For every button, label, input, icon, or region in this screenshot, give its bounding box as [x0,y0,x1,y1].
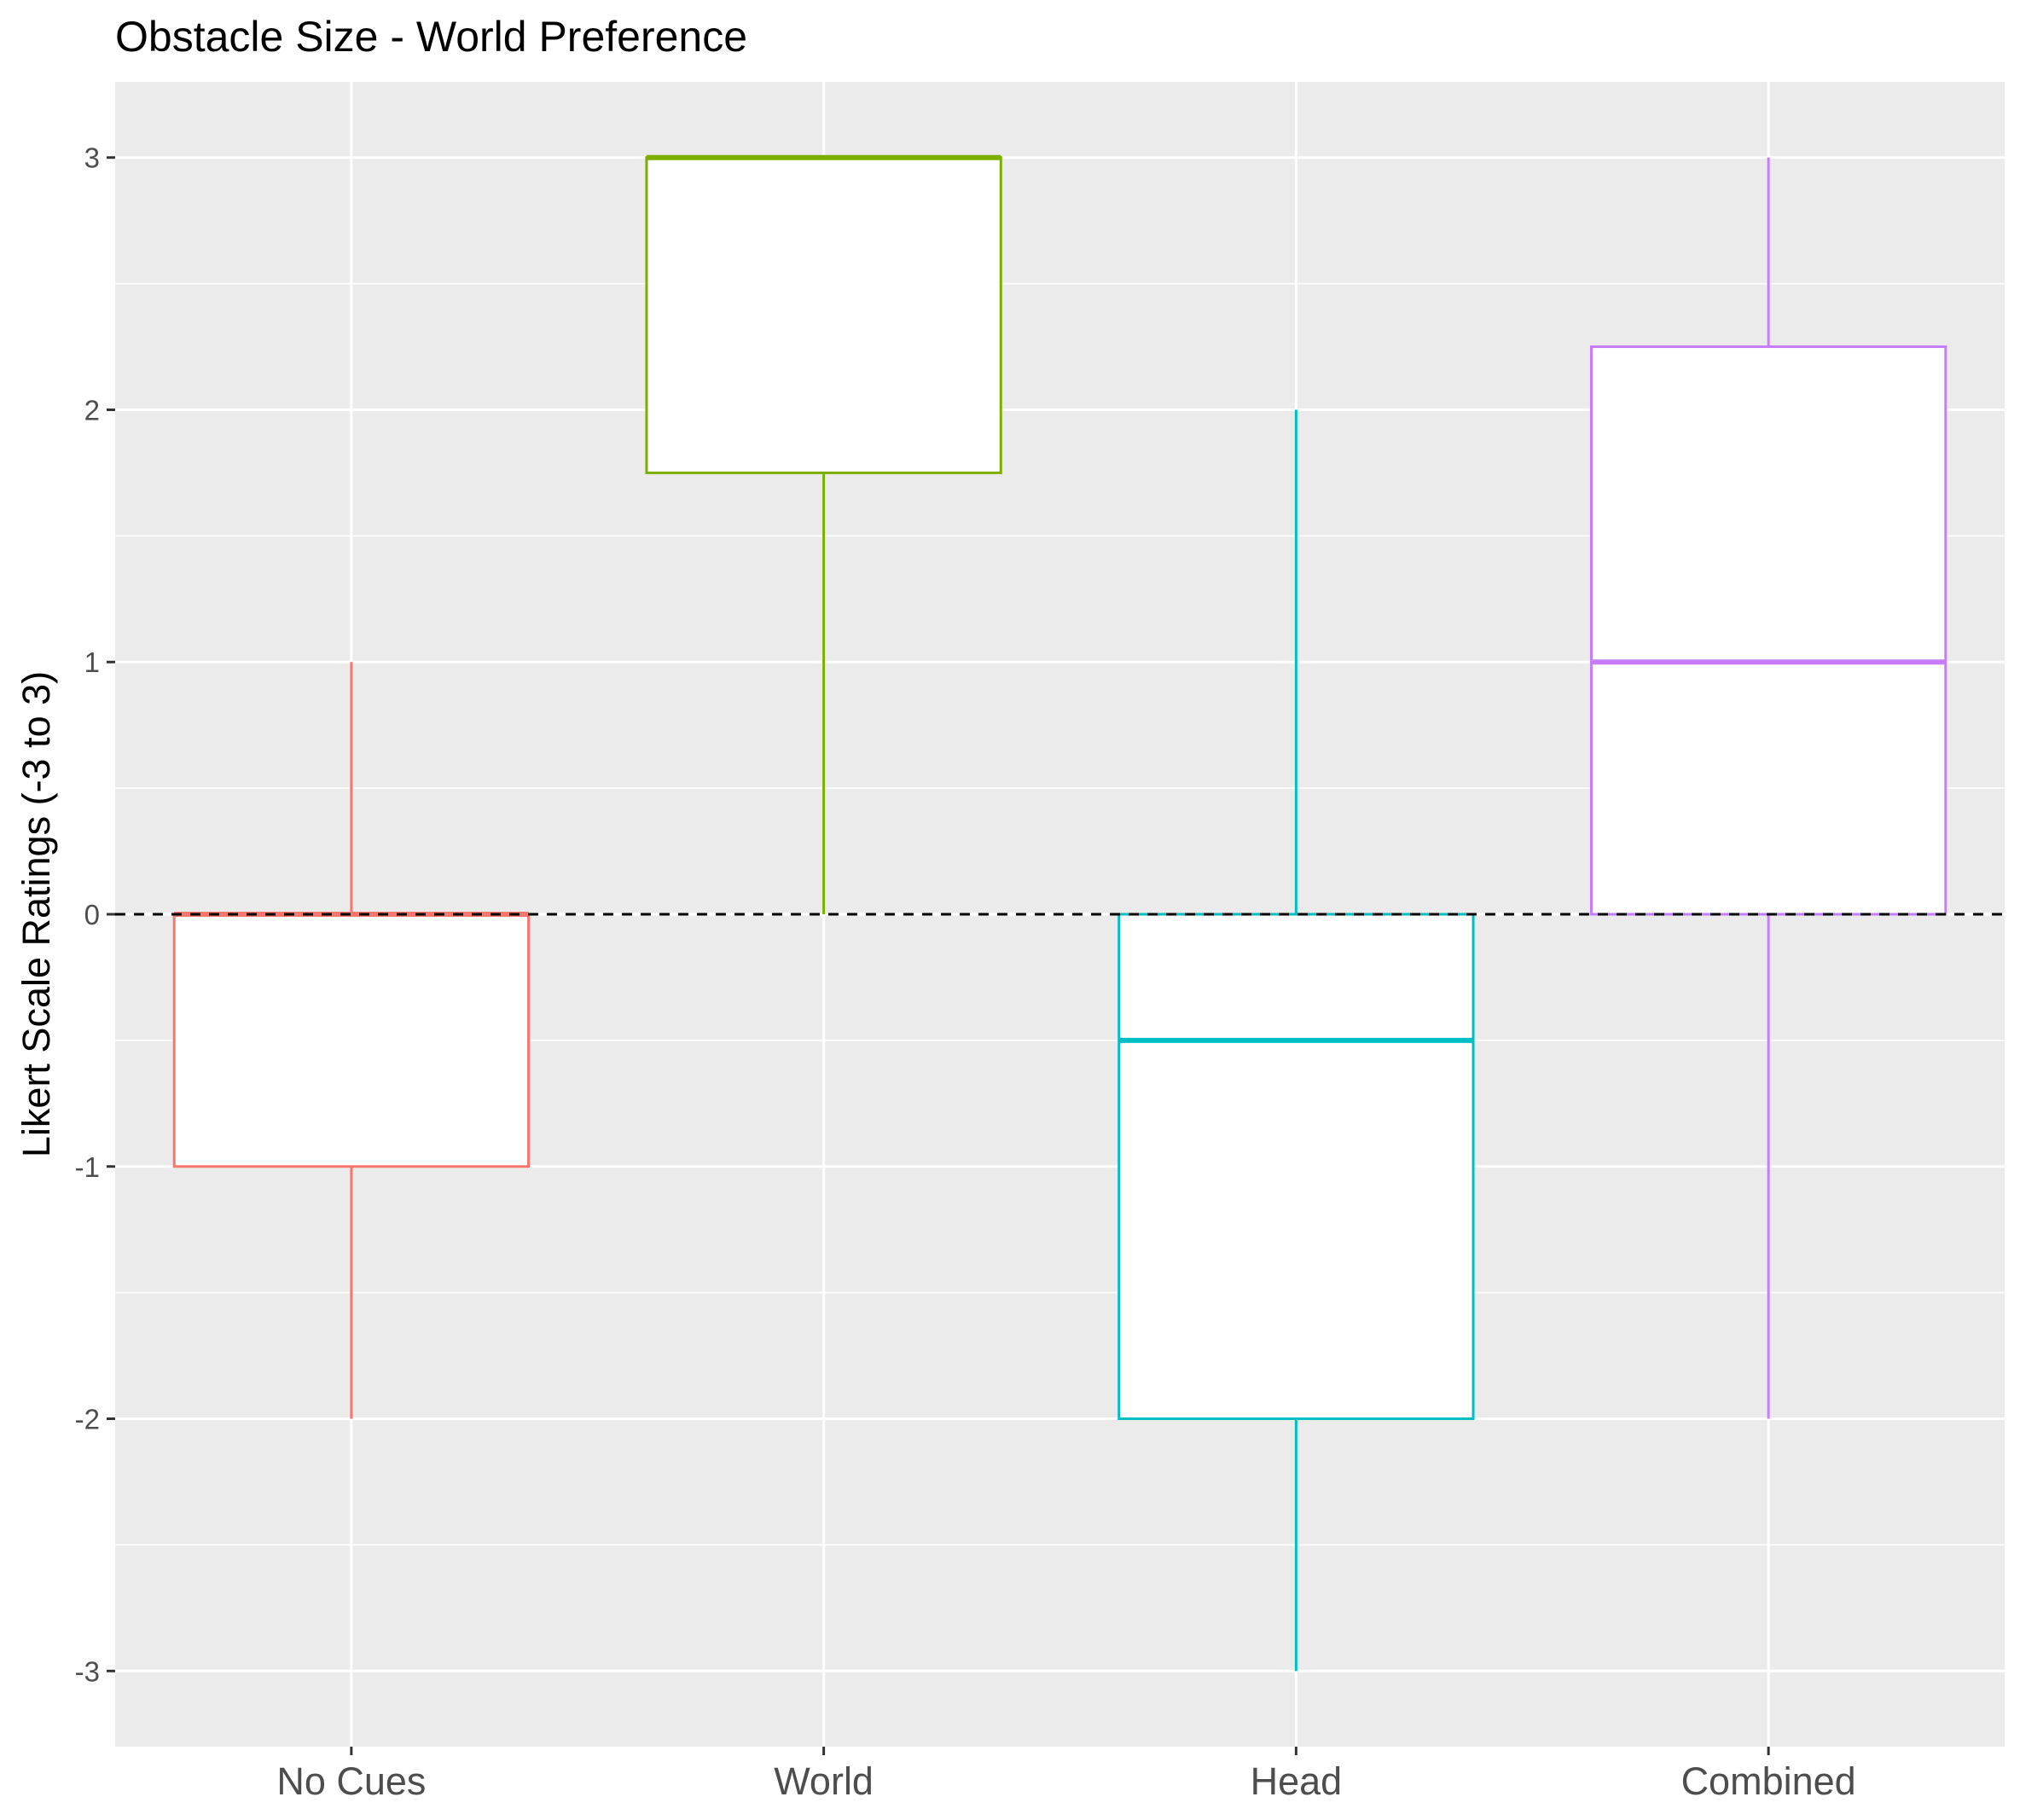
y-tick-label: 2 [84,394,100,426]
box-rect [1117,913,1475,1421]
box-world [645,154,1002,914]
x-tick-label: Head [1251,1759,1343,1803]
box-no-cues [172,662,531,1419]
y-tick-label: 3 [84,142,100,174]
boxes-layer [172,154,1947,1672]
box-combined [1589,157,1947,1419]
x-tick-label: Combined [1681,1759,1856,1803]
x-tick-label: World [774,1759,874,1803]
y-axis: -3 -2 -1 0 1 2 3 [75,142,115,1687]
y-tick-label: -1 [75,1151,100,1183]
box-rect [172,913,531,1168]
y-tick-label: -3 [75,1655,100,1687]
y-axis-title: Likert Scale Ratings (-3 to 3) [15,671,58,1157]
x-tick-label: No Cues [276,1759,426,1803]
box-rect [645,156,1002,474]
y-tick-label: -2 [75,1404,100,1435]
box-head [1117,409,1475,1672]
chart-title: Obstacle Size - World Preference [115,13,747,61]
box-rect [1589,345,1947,916]
y-tick-label: 0 [84,899,100,930]
y-tick-label: 1 [84,646,100,678]
x-axis: No Cues World Head Combined [276,1747,1856,1803]
